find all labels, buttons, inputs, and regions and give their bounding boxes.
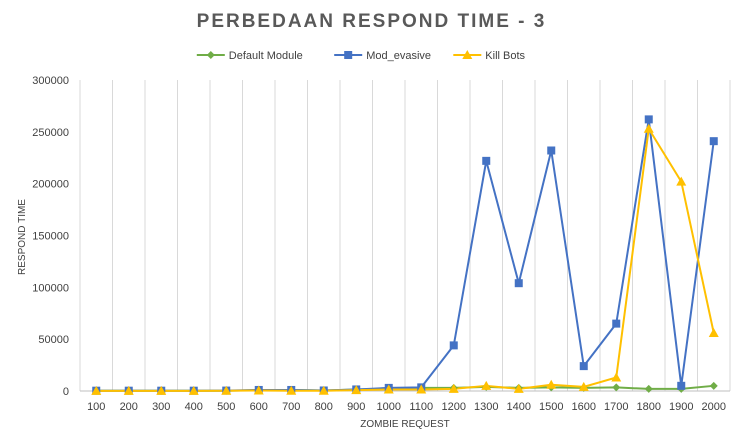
legend-item-mod-evasive: Mod_evasive bbox=[334, 50, 431, 62]
legend-label: Mod_evasive bbox=[366, 50, 431, 62]
x-tick-label: 800 bbox=[315, 401, 333, 413]
data-point-kill-bots bbox=[91, 385, 102, 395]
data-point-mod-evasive bbox=[514, 279, 523, 288]
x-tick-label: 600 bbox=[250, 401, 268, 413]
y-axis-ticks: 0 50000 100000 150000 200000 250000 300000 bbox=[32, 75, 69, 398]
data-point-default-module bbox=[644, 384, 653, 393]
data-point-kill-bots bbox=[643, 123, 654, 133]
x-tick-label: 1800 bbox=[637, 401, 661, 413]
legend-marker bbox=[462, 50, 473, 59]
data-point-kill-bots bbox=[578, 381, 589, 391]
data-point-kill-bots bbox=[708, 327, 719, 337]
gridlines bbox=[79, 80, 731, 391]
data-point-kill-bots bbox=[253, 385, 264, 395]
data-point-kill-bots bbox=[351, 385, 362, 395]
data-point-kill-bots bbox=[416, 384, 427, 394]
y-tick-label: 150000 bbox=[32, 231, 69, 243]
series-lines bbox=[96, 118, 715, 392]
x-tick-label: 200 bbox=[120, 401, 138, 413]
x-tick-label: 1900 bbox=[669, 401, 693, 413]
legend-item-default-module: Default Module bbox=[196, 50, 303, 62]
y-tick-label: 0 bbox=[63, 386, 69, 398]
data-point-mod-evasive bbox=[482, 156, 491, 165]
data-point-default-module bbox=[612, 383, 621, 392]
data-point-mod-evasive bbox=[579, 362, 588, 371]
data-point-mod-evasive bbox=[547, 146, 556, 155]
x-tick-label: 1100 bbox=[409, 401, 433, 413]
x-tick-label: 1300 bbox=[474, 401, 498, 413]
data-point-kill-bots bbox=[286, 385, 297, 395]
data-point-kill-bots bbox=[513, 383, 524, 393]
y-tick-label: 250000 bbox=[32, 127, 69, 139]
x-tick-label: 900 bbox=[347, 401, 365, 413]
y-tick-label: 50000 bbox=[38, 334, 69, 346]
x-tick-label: 1000 bbox=[377, 401, 401, 413]
y-tick-label: 200000 bbox=[32, 179, 69, 191]
data-point-kill-bots bbox=[318, 385, 329, 395]
data-point-default-module bbox=[709, 381, 718, 390]
data-point-mod-evasive bbox=[612, 319, 621, 328]
x-tick-label: 1400 bbox=[507, 401, 531, 413]
x-tick-label: 300 bbox=[152, 401, 170, 413]
x-tick-label: 100 bbox=[87, 401, 105, 413]
data-point-kill-bots bbox=[481, 380, 492, 390]
x-tick-label: 500 bbox=[217, 401, 235, 413]
data-point-kill-bots bbox=[611, 372, 622, 382]
legend-marker bbox=[344, 51, 353, 59]
data-point-kill-bots bbox=[188, 385, 199, 395]
series-line-kill-bots bbox=[96, 127, 715, 392]
x-tick-label: 2000 bbox=[702, 401, 726, 413]
legend-item-kill-bots: Kill Bots bbox=[453, 50, 526, 62]
x-tick-label: 1600 bbox=[572, 401, 596, 413]
data-point-mod-evasive bbox=[677, 381, 686, 390]
legend: Default Module Mod_evasive Kill Bots bbox=[196, 50, 526, 62]
data-point-kill-bots bbox=[383, 384, 394, 394]
series-markers bbox=[91, 115, 719, 395]
chart-title: PERBEDAAN RESPOND TIME - 3 bbox=[197, 11, 547, 32]
x-tick-label: 1200 bbox=[442, 401, 466, 413]
data-point-mod-evasive bbox=[449, 341, 458, 350]
data-point-kill-bots bbox=[123, 385, 134, 395]
y-tick-label: 100000 bbox=[32, 282, 69, 294]
data-point-kill-bots bbox=[221, 385, 232, 395]
data-point-kill-bots bbox=[546, 379, 557, 389]
x-axis-ticks: 100 200 300 400 500 600 700 800 900 1000 1100 1200 1… bbox=[87, 401, 726, 413]
x-tick-label: 700 bbox=[282, 401, 300, 413]
legend-label: Default Module bbox=[229, 50, 303, 62]
x-tick-label: 1700 bbox=[604, 401, 628, 413]
x-tick-label: 1500 bbox=[539, 401, 563, 413]
x-tick-label: 400 bbox=[185, 401, 203, 413]
y-axis-title: RESPOND TIME bbox=[17, 199, 28, 275]
data-point-kill-bots bbox=[156, 385, 167, 395]
data-point-mod-evasive bbox=[709, 137, 718, 146]
data-point-kill-bots bbox=[448, 383, 459, 393]
x-axis-title: ZOMBIE REQUEST bbox=[360, 419, 449, 430]
data-point-kill-bots bbox=[676, 176, 687, 186]
data-point-mod-evasive bbox=[644, 115, 653, 124]
y-tick-label: 300000 bbox=[32, 75, 69, 87]
legend-label: Kill Bots bbox=[485, 50, 525, 62]
legend-marker bbox=[206, 51, 215, 59]
